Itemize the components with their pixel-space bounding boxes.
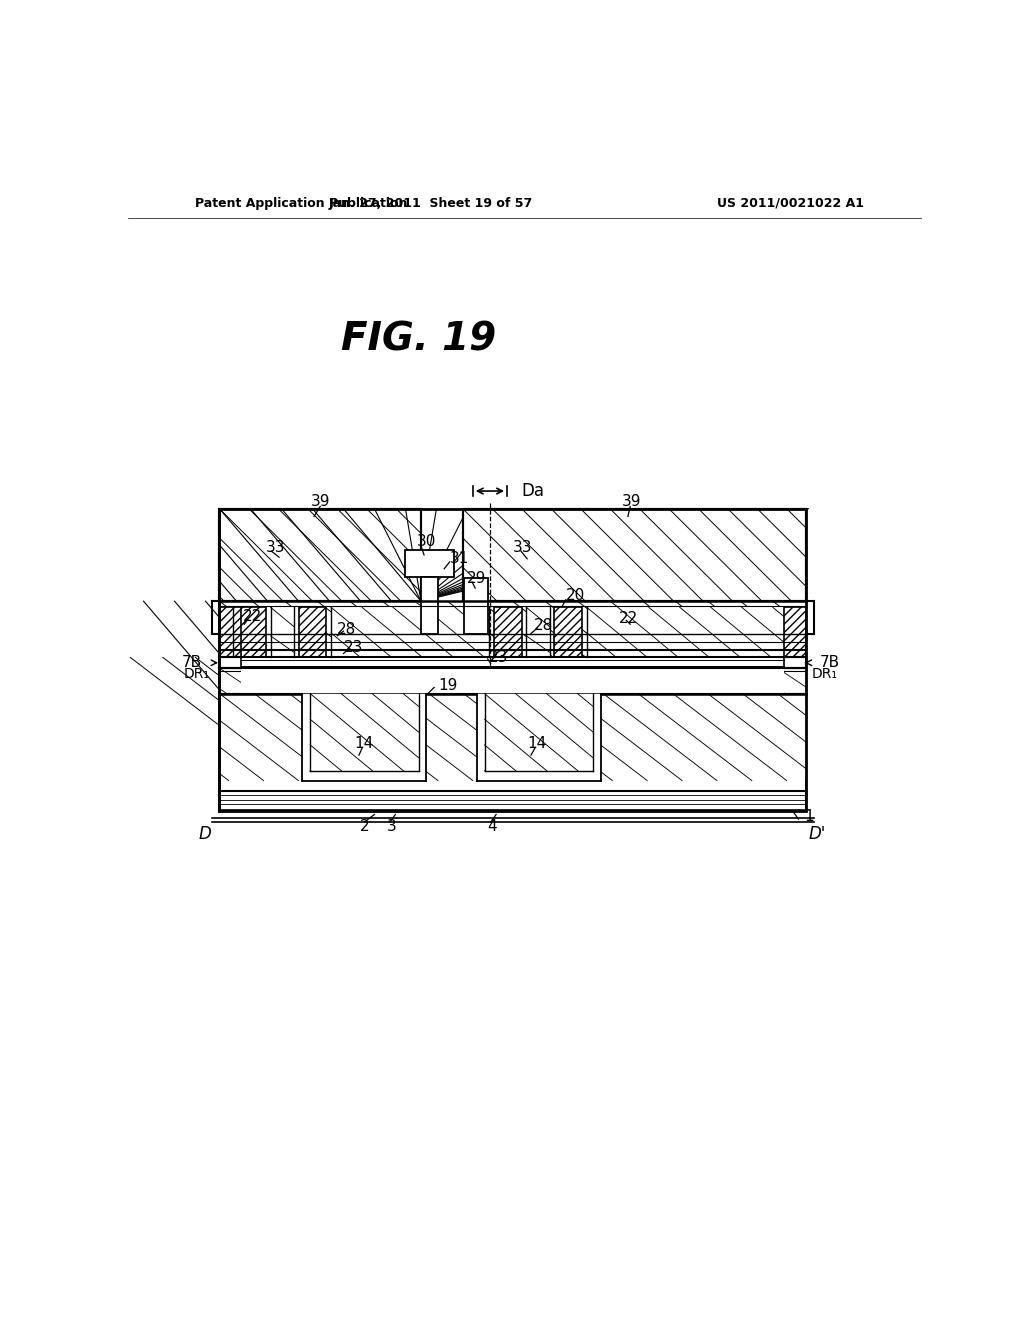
Bar bbox=[463, 508, 806, 601]
Bar bbox=[299, 607, 327, 657]
Text: 28: 28 bbox=[337, 622, 356, 638]
Text: 1: 1 bbox=[805, 809, 814, 824]
Bar bbox=[477, 693, 601, 780]
Text: FIG. 19: FIG. 19 bbox=[341, 321, 497, 358]
Text: 7B: 7B bbox=[181, 655, 202, 671]
Text: 22: 22 bbox=[620, 611, 639, 627]
Bar bbox=[406, 549, 454, 577]
Bar bbox=[587, 607, 784, 657]
Text: 31: 31 bbox=[450, 552, 469, 566]
Text: DR₁: DR₁ bbox=[183, 668, 209, 681]
Bar bbox=[554, 607, 583, 657]
Text: 20: 20 bbox=[566, 589, 585, 603]
Bar bbox=[526, 607, 550, 657]
Bar bbox=[219, 508, 806, 812]
Bar bbox=[219, 508, 421, 601]
Bar bbox=[784, 607, 806, 657]
Bar bbox=[219, 657, 241, 668]
Text: 23: 23 bbox=[488, 649, 508, 665]
Text: 2: 2 bbox=[359, 820, 370, 834]
Bar bbox=[219, 607, 241, 657]
Bar bbox=[463, 508, 806, 601]
Text: 23: 23 bbox=[343, 640, 362, 655]
Text: DR₁: DR₁ bbox=[812, 668, 838, 681]
Bar bbox=[331, 607, 489, 657]
Text: 39: 39 bbox=[310, 494, 330, 508]
Text: Jan. 27, 2011  Sheet 19 of 57: Jan. 27, 2011 Sheet 19 of 57 bbox=[328, 197, 532, 210]
Text: 22: 22 bbox=[243, 609, 262, 624]
Text: 14: 14 bbox=[354, 737, 374, 751]
Bar bbox=[219, 508, 806, 812]
Bar bbox=[241, 668, 784, 693]
Text: 19: 19 bbox=[438, 678, 458, 693]
Bar bbox=[219, 508, 421, 601]
Text: 33: 33 bbox=[266, 540, 286, 554]
Bar bbox=[219, 601, 806, 657]
Bar bbox=[241, 607, 325, 657]
Text: D: D bbox=[199, 825, 212, 842]
Text: 7B: 7B bbox=[819, 655, 840, 671]
Bar bbox=[494, 607, 521, 657]
Text: US 2011/0021022 A1: US 2011/0021022 A1 bbox=[717, 197, 864, 210]
Bar bbox=[219, 792, 806, 812]
Bar bbox=[421, 577, 438, 635]
Text: D': D' bbox=[809, 825, 825, 842]
Bar bbox=[464, 578, 487, 635]
Text: 28: 28 bbox=[535, 618, 553, 634]
Text: 39: 39 bbox=[622, 494, 641, 508]
Bar bbox=[270, 607, 294, 657]
Text: 33: 33 bbox=[513, 540, 532, 554]
Text: 14: 14 bbox=[527, 737, 547, 751]
Bar bbox=[784, 657, 806, 668]
Bar bbox=[238, 607, 266, 657]
Bar bbox=[302, 693, 426, 780]
Text: 29: 29 bbox=[467, 570, 486, 586]
Text: 4: 4 bbox=[487, 820, 497, 834]
Text: 30: 30 bbox=[417, 535, 436, 549]
Text: Da: Da bbox=[521, 482, 544, 500]
Text: Patent Application Publication: Patent Application Publication bbox=[196, 197, 408, 210]
Text: 3: 3 bbox=[387, 820, 396, 834]
